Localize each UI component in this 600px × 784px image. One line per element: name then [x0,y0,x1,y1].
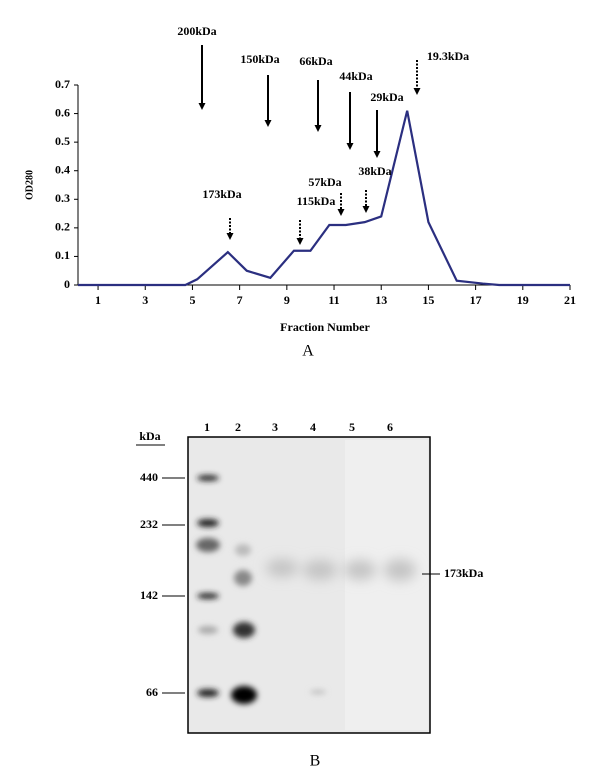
annotation-arrowhead [296,238,304,245]
x-tick-label: 21 [564,293,576,307]
x-tick-label: 3 [142,293,148,307]
annotation-arrowhead [337,209,345,216]
annotation-arrowhead [314,125,322,132]
lane-label: 6 [387,420,393,434]
marker-label: 142 [140,588,158,602]
band-label: 173kDa [444,566,483,580]
x-tick-label: 17 [470,293,482,307]
x-tick-label: 11 [328,293,339,307]
annotation: 44kDa [339,69,372,83]
annotation-arrowhead [264,120,272,127]
y-tick-label: 0.2 [55,220,70,234]
y-tick-label: 0.1 [55,248,70,262]
annotation-arrowhead [373,151,381,158]
x-tick-label: 13 [375,293,387,307]
lane-label: 3 [272,420,278,434]
x-tick-label: 9 [284,293,290,307]
annotation-arrowhead [413,88,421,95]
y-tick-label: 0.4 [55,162,70,176]
panel-label: B [310,753,321,770]
marker-label: 440 [140,470,158,484]
annotation: 29kDa [370,90,403,104]
annotation: 57kDa [308,175,341,189]
annotation: 150kDa [240,52,279,66]
annotation-arrowhead [362,206,370,213]
marker-label: 232 [140,517,158,531]
y-tick-label: 0 [64,277,70,291]
gel [136,436,440,734]
annotation-arrowhead [226,233,234,240]
y-tick-label: 0.5 [55,134,70,148]
lane-label: 2 [235,420,241,434]
x-tick-label: 1 [95,293,101,307]
y-tick-label: 0.3 [55,191,70,205]
x-tick-label: 19 [517,293,529,307]
annotation-arrowhead [198,103,206,110]
data-line [78,110,570,287]
x-tick-label: 7 [237,293,243,307]
annotation: 19.3kDa [427,49,469,63]
panel-label: A [302,343,314,360]
annotation: 115kDa [297,194,336,208]
annotation: 200kDa [177,24,216,38]
y-axis-label: OD280 [24,170,35,200]
y-tick-label: 0.6 [55,105,70,119]
lane-label: 5 [349,420,355,434]
unit-label: kDa [139,429,160,443]
marker-label: 66 [146,685,158,699]
x-axis-label: Fraction Number [280,320,370,334]
lane-label: 4 [310,420,316,434]
annotation: 173kDa [202,187,241,201]
annotation: 66kDa [299,54,332,68]
annotation: 38kDa [358,164,391,178]
y-tick-label: 0.7 [55,77,70,91]
annotation-arrowhead [346,143,354,150]
lane-label: 1 [204,420,210,434]
x-tick-label: 5 [189,293,195,307]
x-tick-label: 15 [422,293,434,307]
